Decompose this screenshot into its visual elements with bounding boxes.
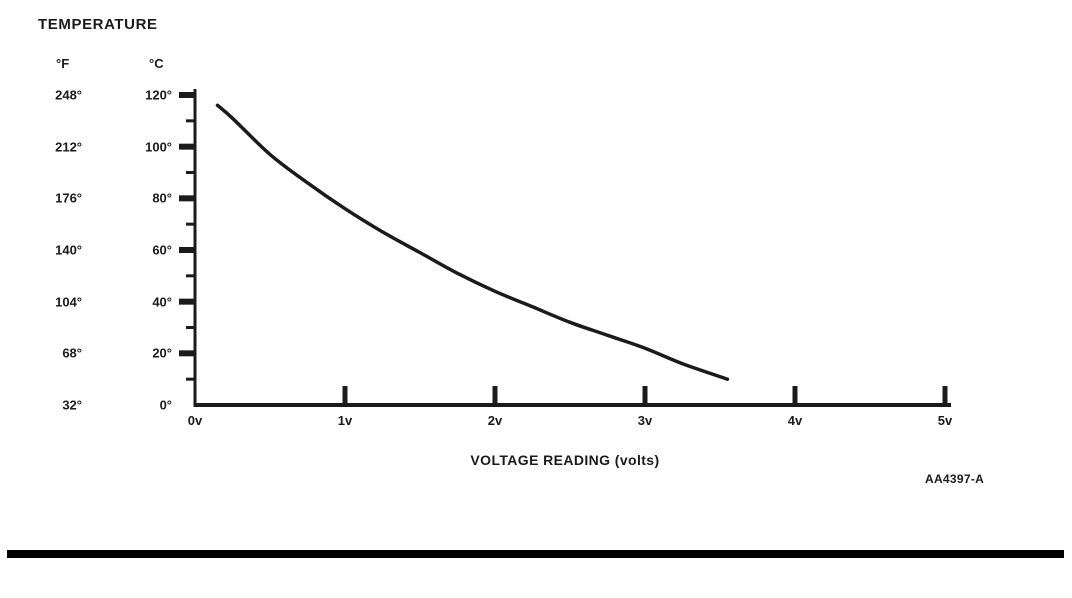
figure-reference-code: AA4397-A xyxy=(925,472,985,486)
x-tick-label-3: 3v xyxy=(637,413,653,428)
y-tick-label-f-32: 32° xyxy=(62,397,82,413)
y-tick-label-f-140: 140° xyxy=(55,242,82,258)
y-tick-label-f-176: 176° xyxy=(55,190,82,206)
x-tick-label-5: 5v xyxy=(937,413,953,428)
x-tick-label-0: 0v xyxy=(187,413,203,428)
bottom-divider-rule xyxy=(7,550,1064,558)
x-tick-label-1: 1v xyxy=(337,413,353,428)
y-tick-label-c-60: 60° xyxy=(152,242,172,258)
y-tick-label-f-212: 212° xyxy=(55,139,82,155)
x-tick-label-2: 2v xyxy=(487,413,503,428)
y-tick-label-c-100: 100° xyxy=(145,139,172,155)
y-axis-unit-celsius: °C xyxy=(149,56,164,71)
x-tick-label-4: 4v xyxy=(787,413,803,428)
y-tick-label-c-40: 40° xyxy=(152,294,172,310)
y-tick-label-c-0: 0° xyxy=(159,397,172,413)
y-tick-label-f-104: 104° xyxy=(55,294,82,310)
y-tick-label-f-248: 248° xyxy=(55,87,82,103)
y-tick-label-c-120: 120° xyxy=(145,87,172,103)
y-tick-label-c-80: 80° xyxy=(152,190,172,206)
y-tick-label-c-20: 20° xyxy=(152,345,172,361)
x-axis-title: VOLTAGE READING (volts) xyxy=(470,452,660,468)
chart-title: TEMPERATURE xyxy=(38,16,158,33)
temperature-curve xyxy=(215,103,730,381)
y-axis-unit-fahrenheit: °F xyxy=(56,56,70,71)
y-tick-label-f-68: 68° xyxy=(62,345,82,361)
